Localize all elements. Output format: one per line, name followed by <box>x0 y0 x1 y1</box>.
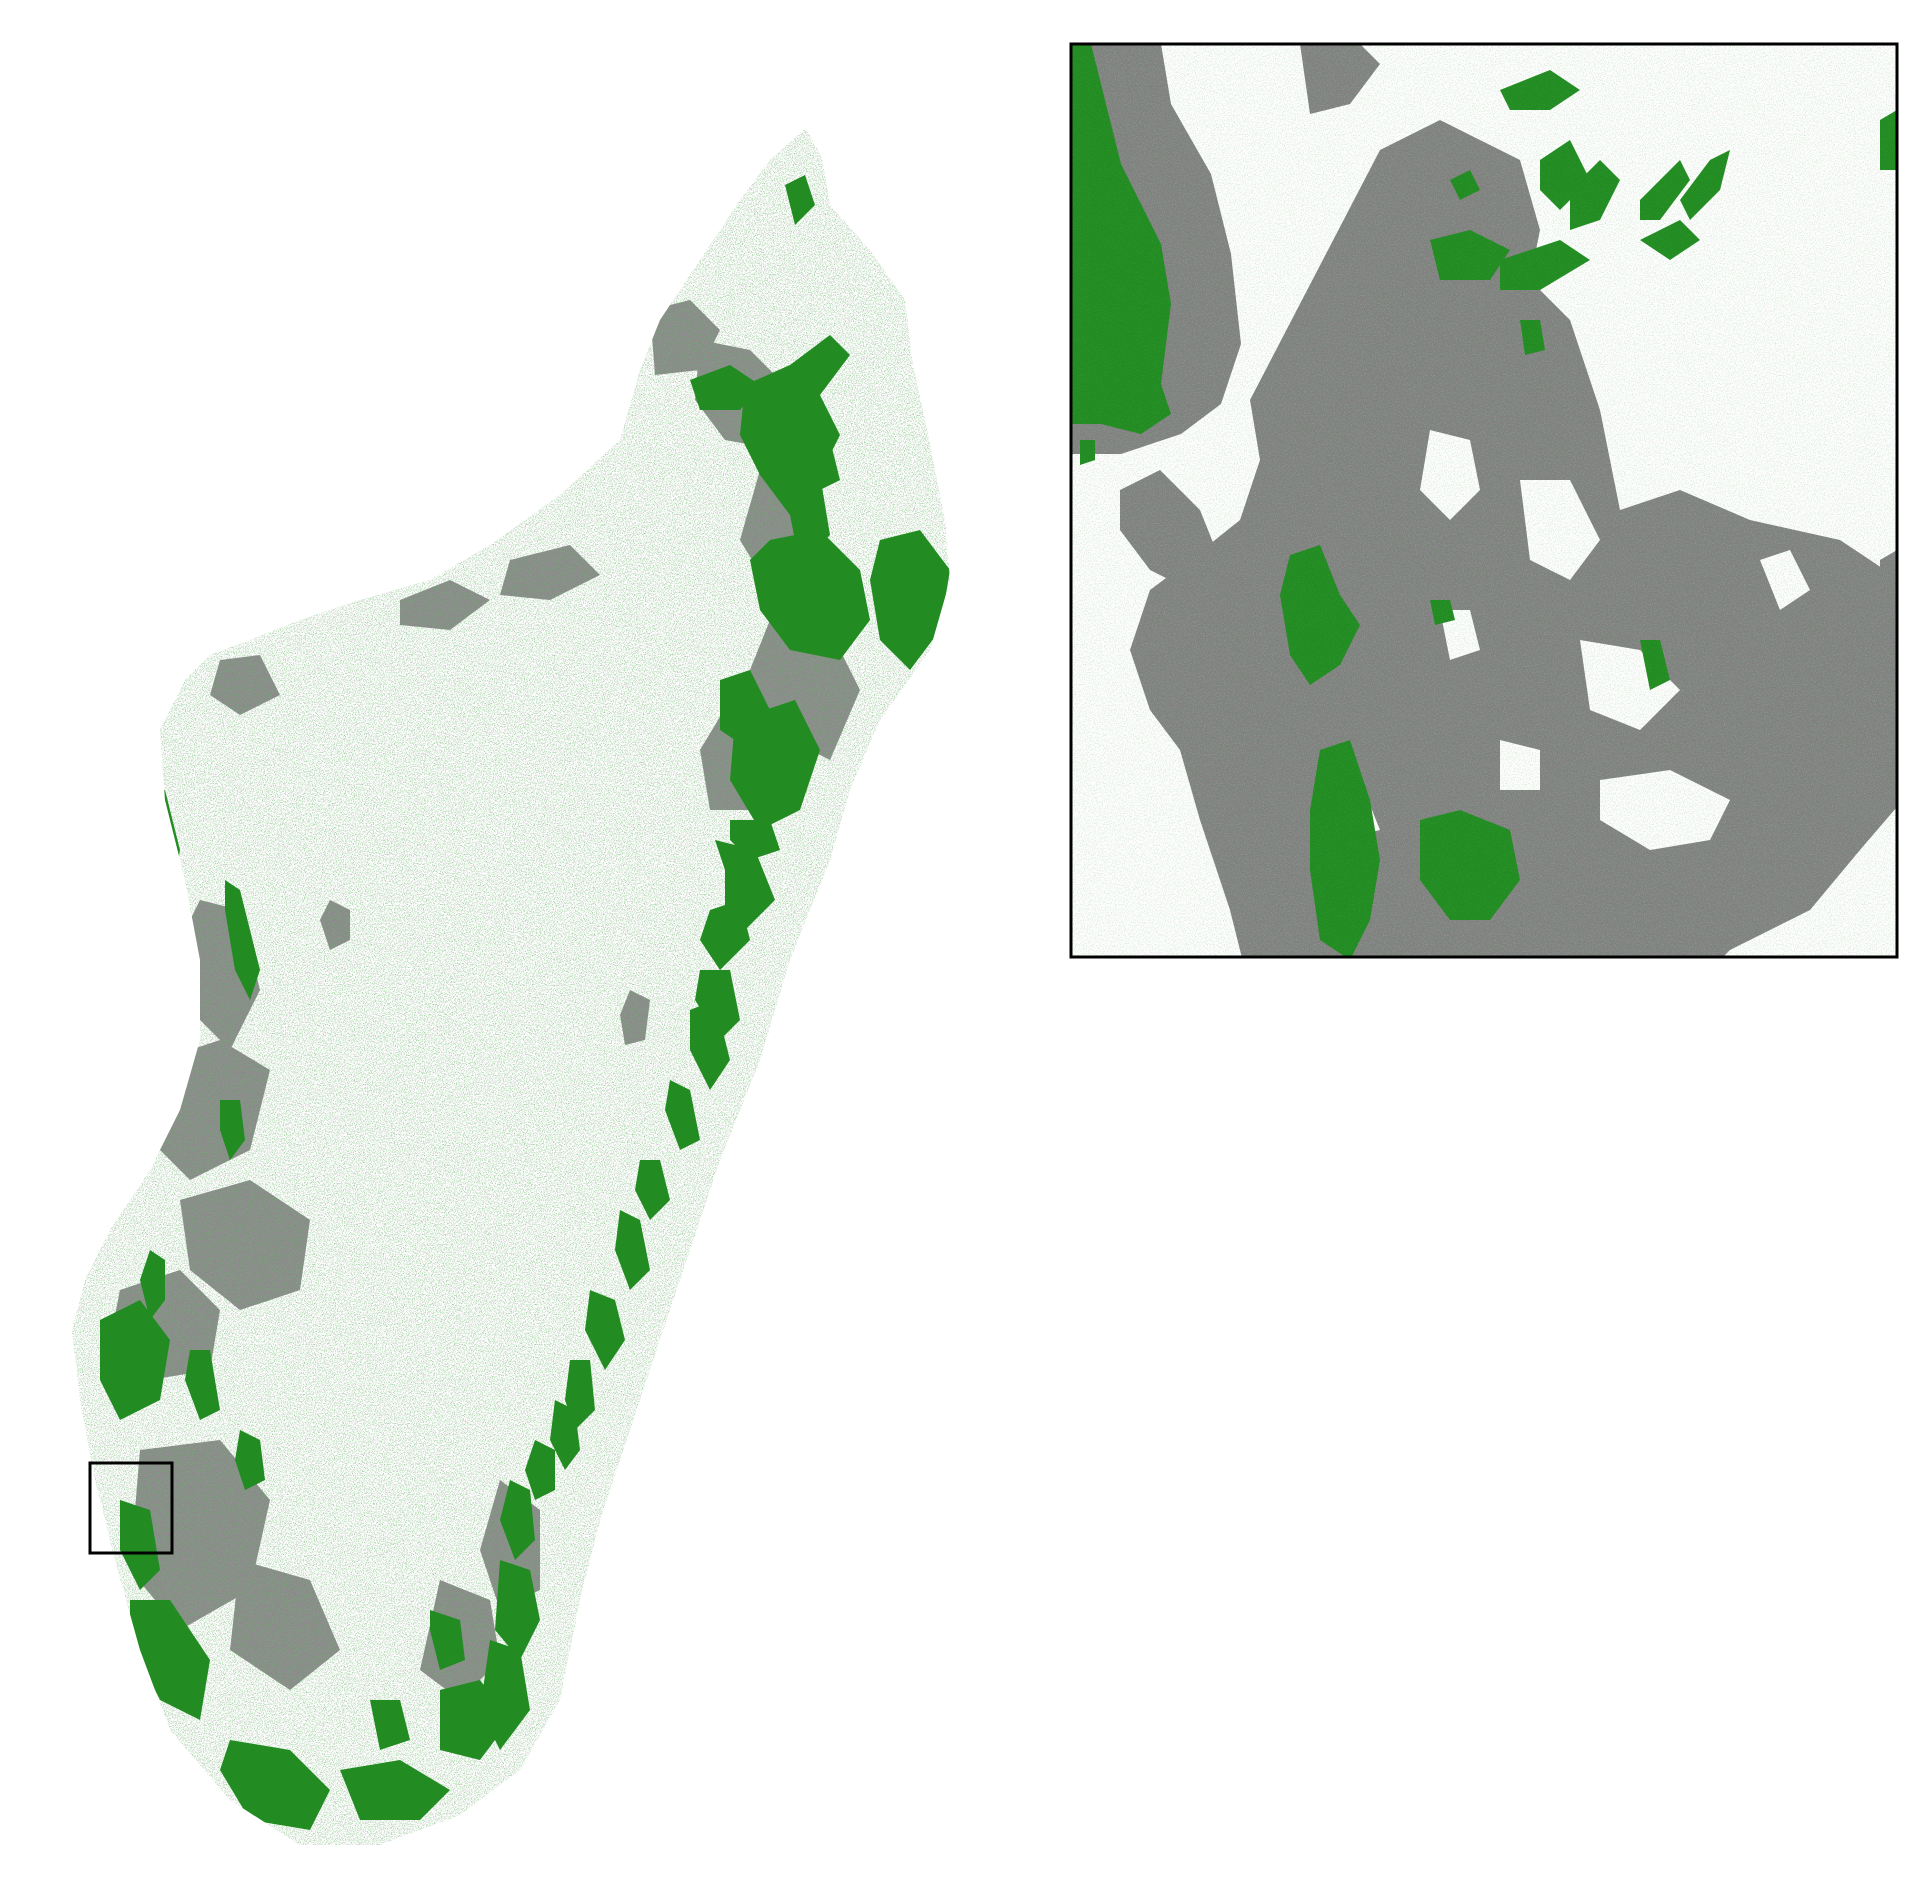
main-forest-layer <box>72 128 950 1845</box>
main-map-panel <box>72 128 950 1845</box>
locator-box <box>88 1461 174 1555</box>
inset-map-panel <box>1069 42 1899 959</box>
inset-frame <box>1069 42 1899 959</box>
